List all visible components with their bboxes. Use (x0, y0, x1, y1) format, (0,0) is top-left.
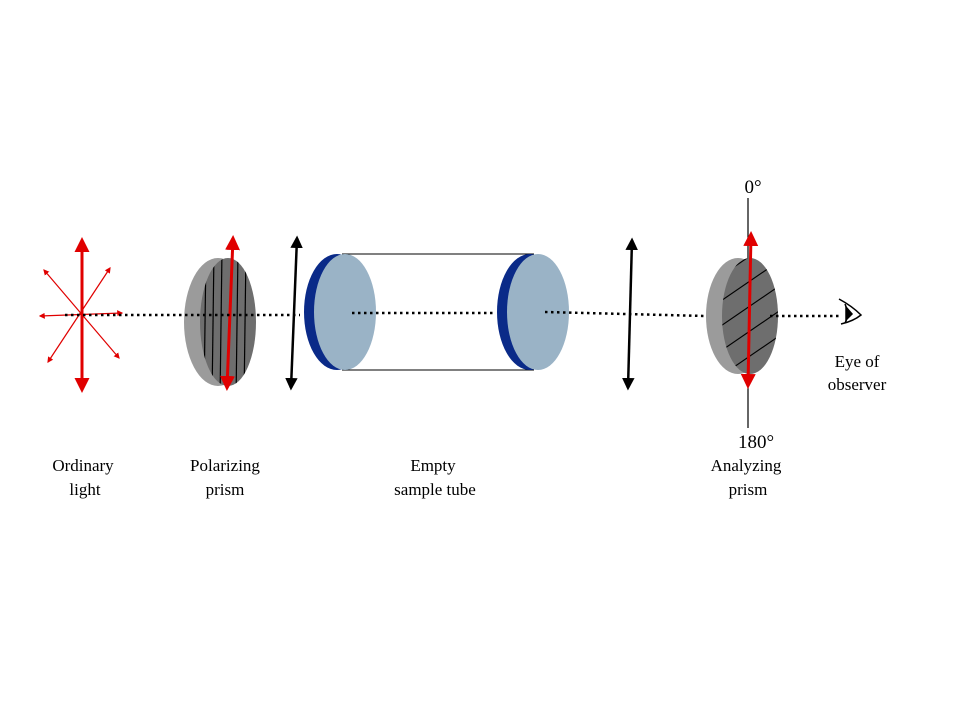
polarizing-prism-label: Polarizing prism (190, 456, 260, 499)
analyzing-prism (706, 198, 778, 428)
analyzing-prism-vector (740, 231, 759, 389)
svg-text:Eye of: Eye of (835, 352, 880, 371)
light-beam (65, 310, 840, 318)
svg-text:Polarizing: Polarizing (190, 456, 260, 475)
svg-text:observer: observer (828, 375, 887, 394)
svg-text:Analyzing: Analyzing (711, 456, 782, 475)
svg-text:sample tube: sample tube (394, 480, 476, 499)
svg-text:prism: prism (206, 480, 245, 499)
polarizing-prism (184, 235, 256, 391)
angle-top-label: 0° (744, 177, 761, 198)
svg-text:light: light (69, 480, 100, 499)
polarizing-prism-vector (219, 235, 241, 391)
svg-text:Ordinary: Ordinary (52, 456, 114, 475)
analyzing-prism-label: Analyzing prism (711, 456, 782, 499)
sample-tube (304, 253, 569, 371)
angle-bottom-label: 180° (738, 432, 774, 453)
sample-tube-label: Empty sample tube (394, 456, 476, 499)
ordinary-light-vectors (38, 237, 124, 393)
svg-text:prism: prism (729, 480, 768, 499)
polarized-vector-1 (285, 235, 303, 391)
observer-label: Eye of observer (828, 352, 887, 394)
eye-icon (838, 298, 863, 325)
ordinary-light-label: Ordinary light (52, 456, 114, 499)
svg-text:Empty: Empty (410, 456, 456, 475)
